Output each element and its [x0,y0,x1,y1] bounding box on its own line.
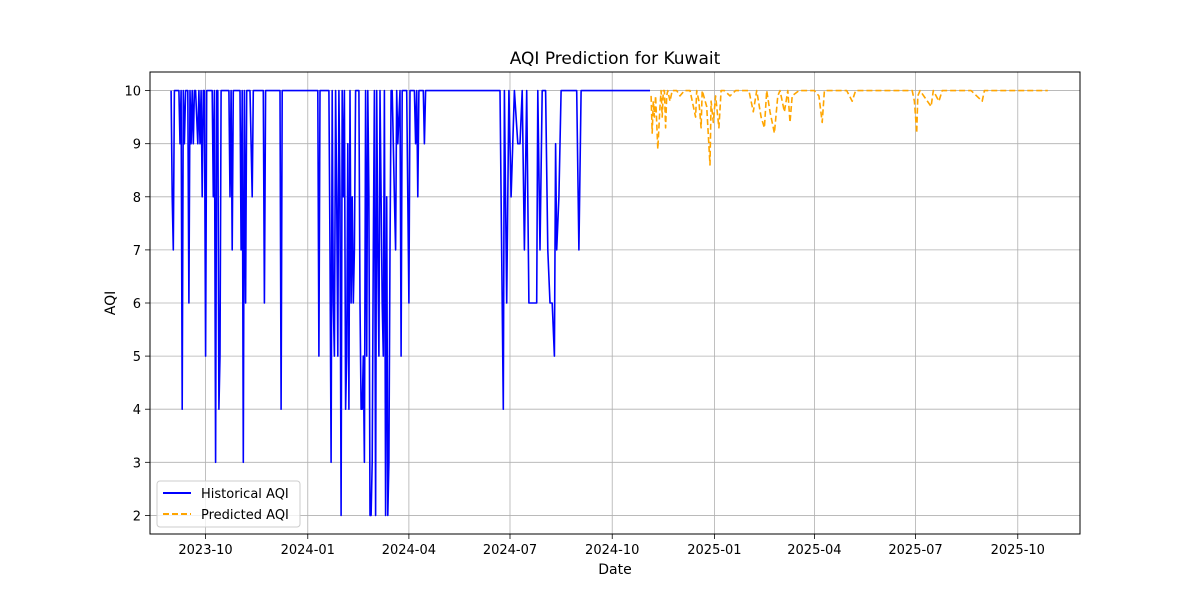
series-layer [170,89,1048,517]
x-tick-label: 2024-10 [585,543,639,558]
y-tick-label: 5 [133,350,141,365]
y-axis-label: AQI [103,291,119,315]
y-tick-label: 7 [133,244,141,259]
x-tick-label: 2024-04 [382,543,436,558]
x-tick-label: 2025-01 [687,543,741,558]
x-tick-label: 2025-07 [888,543,942,558]
y-tick-label: 8 [133,191,141,206]
x-tick-label: 2025-04 [787,543,841,558]
x-axis-label: Date [598,562,631,578]
x-tick-label: 2023-10 [178,543,232,558]
y-tick-label: 3 [133,456,141,471]
series-line-predicted [650,89,1048,166]
series-line-historical [170,89,650,517]
y-tick-label: 10 [124,85,141,100]
x-axis: 2023-10 2024-01 2024-04 2024-07 2024-10 2025-… [178,534,1045,558]
legend-box [156,480,301,528]
legend: Historical AQI Predicted AQI [156,480,301,528]
grid [150,72,1080,534]
x-tick-label: 2024-01 [281,543,335,558]
y-tick-label: 9 [133,138,141,153]
y-tick-label: 6 [133,297,141,312]
legend-label-historical: Historical AQI [201,487,289,502]
y-tick-label: 4 [133,403,141,418]
x-tick-label: 2024-07 [483,543,537,558]
y-tick-label: 2 [133,509,141,524]
x-tick-label: 2025-10 [991,543,1045,558]
y-axis: 2 3 4 5 6 7 8 9 10 [124,85,150,524]
legend-label-predicted: Predicted AQI [201,508,289,523]
chart-title: AQI Prediction for Kuwait [510,49,721,69]
